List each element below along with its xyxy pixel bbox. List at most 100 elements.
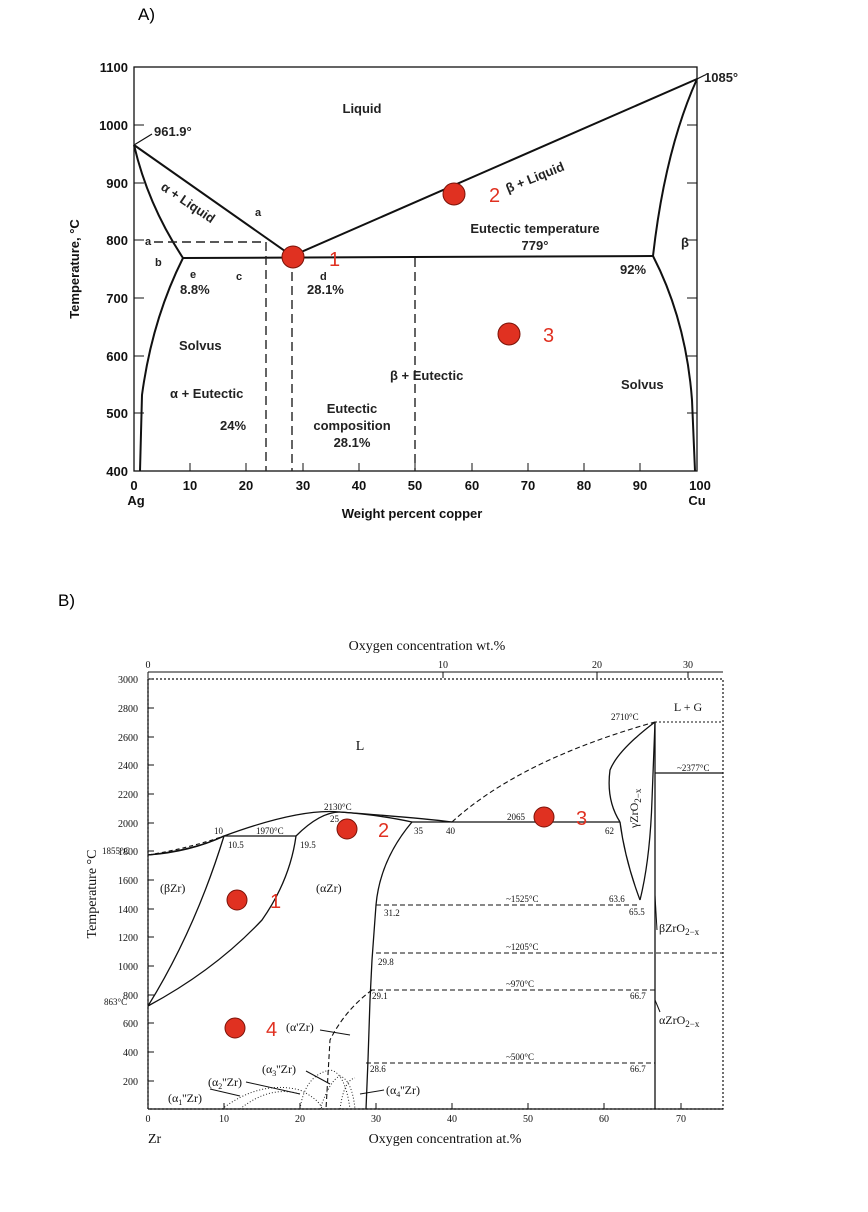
panel-b-marker-1 xyxy=(226,889,248,911)
panel-b-gamma-right xyxy=(639,721,656,901)
panel-a-leader-1085 xyxy=(696,74,706,80)
panel-a-solidus-right xyxy=(652,78,698,257)
panel-b-gamma-left xyxy=(608,721,656,823)
svg-text:γZrO2−x: γZrO2−x xyxy=(627,788,643,829)
panel-b-dashed-boundaries xyxy=(147,721,723,1110)
panel-a-liquidus-left xyxy=(133,144,293,257)
panel-a-leader-961 xyxy=(133,133,153,146)
panel-a-t-cu: 1085° xyxy=(704,70,738,85)
panel-b-t970: ~970°C xyxy=(506,979,534,989)
panel-b-gamma-zro2-text: γZrO xyxy=(627,802,641,829)
panel-b-alpha-zro2-sub: 2−x xyxy=(685,1019,700,1029)
panel-a-frame xyxy=(133,66,698,472)
panel-a-marker-1 xyxy=(281,245,305,269)
panel-b-bottom-axis-title: Oxygen concentration at.% xyxy=(369,1132,522,1147)
panel-a-x-end-cu: Cu xyxy=(688,493,705,508)
panel-b-t500: ~500°C xyxy=(506,1052,534,1062)
panel-a-x-tick-20: 20 xyxy=(239,478,253,493)
panel-a-t-ag: 961.9° xyxy=(154,124,192,139)
panel-a-region-beta: β xyxy=(681,235,689,250)
panel-a-x-tick-0: 0 xyxy=(130,478,137,493)
panel-b-y-tick-3000: 3000 xyxy=(118,675,138,686)
panel-b-marker-2 xyxy=(336,818,358,840)
panel-b-y-tick-1200: 1200 xyxy=(118,933,138,944)
panel-a-x-tick-10: 10 xyxy=(183,478,197,493)
panel-b-t1970: 1970°C xyxy=(256,826,284,836)
panel-a-y-axis-title: Temperature, °C xyxy=(67,219,82,319)
panel-a-x-tick-80: 80 xyxy=(577,478,591,493)
panel-b-azr-solvus xyxy=(365,821,413,1110)
panel-a-point-c: c xyxy=(236,271,242,283)
panel-a-y-tick-600: 600 xyxy=(106,349,128,364)
panel-a-region-beta-eutectic: β + Eutectic xyxy=(390,368,463,383)
panel-b-region-alpha2: (α2''Zr) xyxy=(208,1075,242,1091)
panel-b-region-LG: L + G xyxy=(674,700,703,714)
panel-b-y-tick-400: 400 xyxy=(123,1048,138,1059)
panel-b-region-alpha4: (α4''Zr) xyxy=(386,1083,420,1099)
panel-a-solidus-left xyxy=(133,144,184,259)
panel-b-x-tick-0: 0 xyxy=(146,1114,151,1125)
panel-a-x-tick-50: 50 xyxy=(408,478,422,493)
panel-b-t2710: 2710°C xyxy=(611,712,639,722)
panel-a-x-axis-title: Weight percent copper xyxy=(342,506,483,521)
panel-b-leaders xyxy=(209,894,661,1097)
panel-a-region-alpha-liquid: α + Liquid xyxy=(158,179,218,226)
panel-a-point-a-left: a xyxy=(145,236,152,248)
panel-a-eutectic-composition-line1: Eutectic xyxy=(327,401,378,416)
panel-a-solvus-right-label: Solvus xyxy=(621,377,664,392)
panel-b-c29-8: 29.8 xyxy=(378,957,394,967)
panel-b-region-alpha3: (α3''Zr) xyxy=(262,1062,296,1078)
panel-b-top-tick-10: 10 xyxy=(438,660,448,671)
panel-a-liquidus-right xyxy=(291,78,698,257)
panel-b-alpha4-sub: 4 xyxy=(396,1090,400,1099)
panel-a-region-liquid: Liquid xyxy=(343,101,382,116)
panel-b-top-axis-title: Oxygen concentration wt.% xyxy=(349,639,506,654)
panel-a-y-tick-500: 500 xyxy=(106,406,128,421)
panel-b-gamma-lower xyxy=(619,821,641,901)
panel-a-solvus-left xyxy=(139,257,184,472)
panel-b-label: B) xyxy=(58,591,75,610)
panel-b-chart: Oxygen concentration wt.% 0 10 20 30 300… xyxy=(85,639,724,1147)
panel-a-y-tick-400: 400 xyxy=(106,464,128,479)
panel-b-c25: 25 xyxy=(330,814,340,824)
panel-a-point-d: d xyxy=(320,271,327,283)
panel-b-c40: 40 xyxy=(446,826,456,836)
panel-b-y-tick-600: 600 xyxy=(123,1019,138,1030)
panel-b-azr-liquidus xyxy=(295,811,341,837)
panel-a-phase-boundaries xyxy=(133,78,698,472)
panel-a-marker-2 xyxy=(442,182,466,206)
panel-b-marker-4 xyxy=(224,1017,246,1039)
panel-a-marker-2-label: 2 xyxy=(489,185,500,207)
panel-a-y-tick-1000: 1000 xyxy=(99,118,128,133)
panel-b-dotted-ordered-phases xyxy=(221,1069,356,1110)
panel-a-region-alpha-eutectic: α + Eutectic xyxy=(170,386,243,401)
panel-a-x-tick-60: 60 xyxy=(465,478,479,493)
panel-a-x-tick-40: 40 xyxy=(352,478,366,493)
panel-b-x-tick-40: 40 xyxy=(447,1114,457,1125)
panel-a-x-tick-70: 70 xyxy=(521,478,535,493)
panel-a-pct-28-1: 28.1% xyxy=(307,282,344,297)
panel-b-c10: 10 xyxy=(214,826,224,836)
panel-b-zr-label: Zr xyxy=(148,1132,162,1147)
panel-b-region-beta-zr: (βZr) xyxy=(160,881,185,895)
panel-b-marker-3-label: 3 xyxy=(576,808,587,830)
panel-b-t2377: ~2377°C xyxy=(677,763,709,773)
panel-b-region-beta-zro2: βZrO2−x xyxy=(659,921,700,937)
panel-b-y-axis-title: Temperature °C xyxy=(85,850,100,939)
panel-b-t2130: 2130°C xyxy=(324,802,352,812)
panel-a-point-e: e xyxy=(190,269,196,281)
panel-b-c65-5: 65.5 xyxy=(629,907,645,917)
panel-b-y-tick-1600: 1600 xyxy=(118,876,138,887)
panel-b-t1205: ~1205°C xyxy=(506,942,538,952)
panel-b-y-tick-200: 200 xyxy=(123,1077,138,1088)
panel-a-y-tick-1100: 1100 xyxy=(100,60,128,75)
panel-a-x-tick-100: 100 xyxy=(689,478,711,493)
panel-b-x-tick-50: 50 xyxy=(523,1114,533,1125)
panel-b-x-tick-70: 70 xyxy=(676,1114,686,1125)
panel-a-label: A) xyxy=(138,5,155,24)
panel-b-region-gamma-zro2: γZrO2−x xyxy=(627,788,643,829)
panel-b-c63-6: 63.6 xyxy=(609,894,625,904)
panel-b-c66-7-upper: 66.7 xyxy=(630,991,646,1001)
panel-a-y-tick-800: 800 xyxy=(106,233,128,248)
panel-b-t1525: ~1525°C xyxy=(506,894,538,904)
